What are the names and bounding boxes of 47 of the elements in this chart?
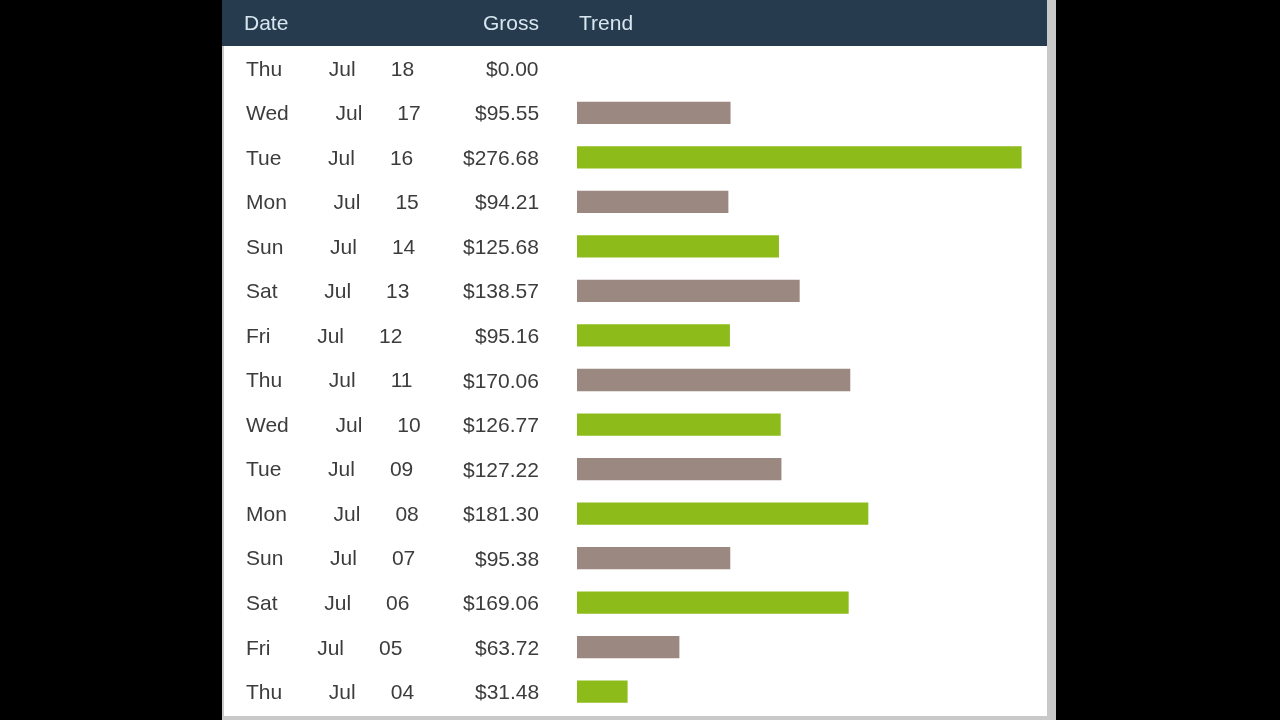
data-label: $125.68	[463, 235, 539, 258]
data-label: $276.68	[463, 146, 539, 169]
y-tick-label: Sun Jul 14	[246, 234, 416, 258]
data-label: $63.72	[475, 636, 540, 659]
y-tick-label: Wed Jul 10	[246, 412, 421, 436]
data-label: $138.57	[463, 279, 539, 302]
y-tick-label: Sun Jul 07	[246, 546, 416, 570]
bar	[577, 279, 800, 303]
bar	[577, 235, 779, 258]
y-tick-label: Mon Jul 15	[246, 190, 419, 214]
x-axis-title: Trend	[579, 11, 634, 34]
bar	[577, 680, 628, 703]
data-label: $0.00	[486, 57, 539, 80]
data-label: $127.22	[463, 458, 539, 481]
data-label: $170.06	[463, 369, 539, 392]
bar	[577, 457, 782, 481]
bar	[577, 146, 1022, 169]
data-label: $169.06	[463, 591, 539, 614]
y-tick-label: Fri Jul 05	[246, 635, 403, 659]
y-tick-label: Thu Jul 04	[246, 680, 415, 704]
y-tick-label: Tue Jul 16	[246, 145, 414, 169]
bar	[577, 591, 849, 614]
y-tick-label: Tue Jul 09	[246, 457, 414, 481]
bar	[577, 502, 869, 525]
bar	[577, 190, 729, 213]
data-label: $181.30	[463, 502, 539, 525]
text: Gross	[483, 11, 540, 34]
bar	[577, 368, 851, 392]
y-tick-label: Sat Jul 13	[246, 279, 410, 303]
y-tick-label: Wed Jul 17	[246, 101, 421, 125]
y-tick-label: Fri Jul 12	[246, 323, 403, 347]
y-axis-title: Date	[244, 11, 289, 34]
y-tick-label: Mon Jul 08	[246, 501, 419, 525]
bar	[577, 324, 730, 347]
data-label: $31.48	[475, 680, 540, 703]
data-label: $95.38	[475, 547, 540, 570]
bar	[577, 636, 680, 659]
data-label: $126.77	[463, 413, 539, 436]
y-tick-label: Thu Jul 18	[246, 56, 415, 80]
data-label: $94.21	[475, 190, 540, 213]
y-tick-label: Sat Jul 06	[246, 591, 410, 615]
data-label: $95.16	[475, 324, 540, 347]
y-tick-label: Thu Jul 11	[246, 368, 413, 392]
bar	[577, 413, 781, 436]
bar	[577, 101, 731, 124]
data-label: $95.55	[475, 101, 540, 124]
bar	[577, 547, 731, 570]
